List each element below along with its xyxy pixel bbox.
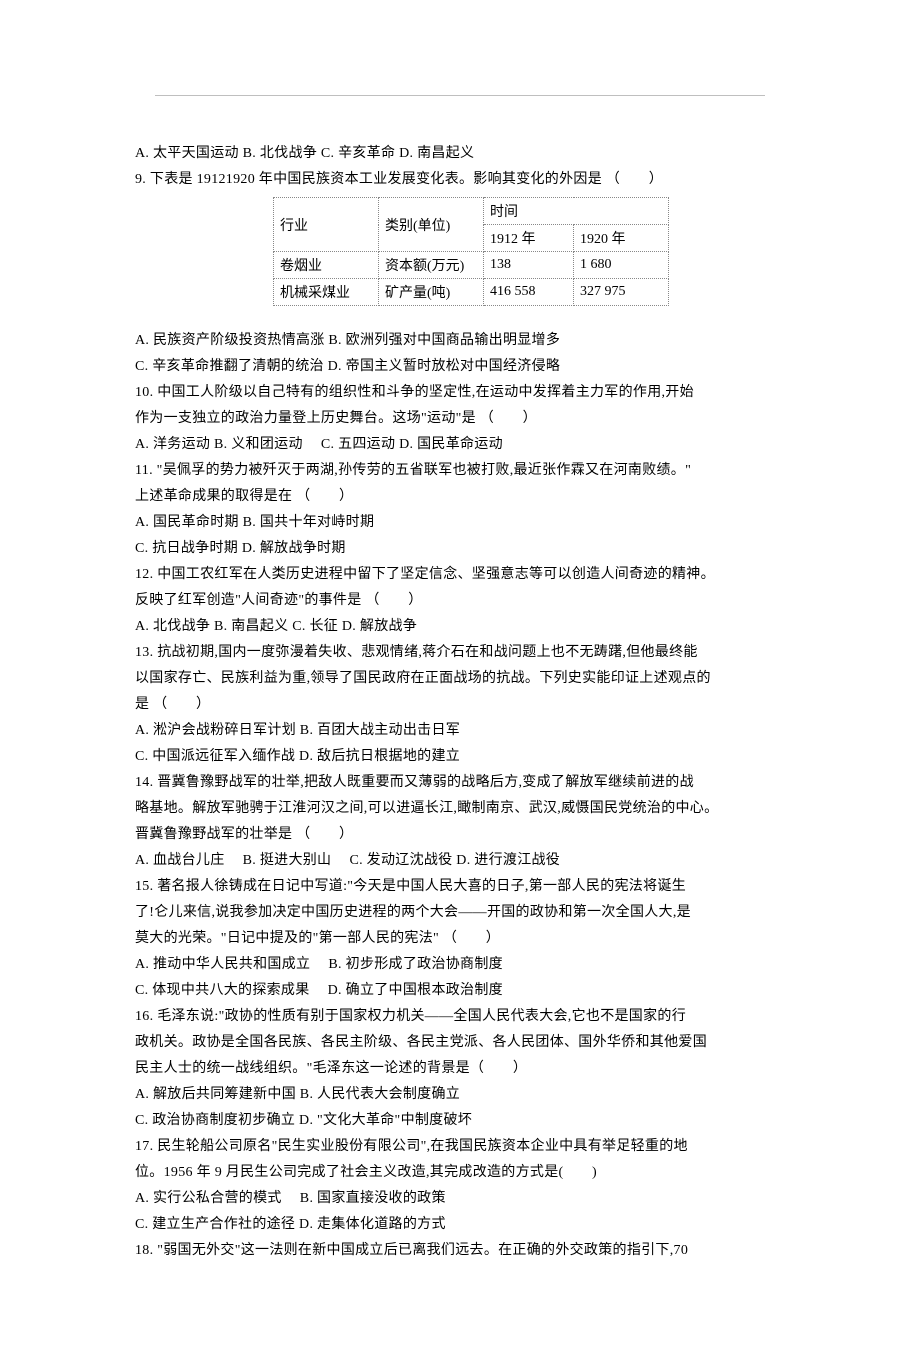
q16-line3: 民主人士的统一战线组织。"毛泽东这一论述的背景是（ ） [135,1056,785,1082]
q17-option-cd: C. 建立生产合作社的途径 D. 走集体化道路的方式 [135,1212,785,1238]
q10-line2: 作为一支独立的政治力量登上历史舞台。这场"运动"是 （ ） [135,406,785,432]
q14-line2: 略基地。解放军驰骋于江淮河汉之间,可以进逼长江,瞰制南京、武汉,威慑国民党统治的… [135,796,785,822]
q15-option-ab: A. 推动中华人民共和国成立 B. 初步形成了政治协商制度 [135,952,785,978]
q17-line1: 17. 民生轮船公司原名"民生实业股份有限公司",在我国民族资本企业中具有举足轻… [135,1134,785,1160]
q9-table: 行业 类别(单位) 时间 1912 年 1920 年 卷烟业 资本额(万元) 1… [273,197,669,306]
table-cell: 1 680 [574,252,669,279]
q13-line1: 13. 抗战初期,国内一度弥漫着失收、悲观情绪,蒋介石在和战问题上也不无踌躇,但… [135,640,785,666]
q15-option-cd: C. 体现中共八大的探索成果 D. 确立了中国根本政治制度 [135,978,785,1004]
q14-line1: 14. 晋冀鲁豫野战军的壮举,把敌人既重要而又薄弱的战略后方,变成了解放军继续前… [135,770,785,796]
q17-option-ab: A. 实行公私合营的模式 B. 国家直接没收的政策 [135,1186,785,1212]
table-row: 卷烟业 资本额(万元) 138 1 680 [274,252,669,279]
q13-line2: 以国家存亡、民族利益为重,领导了国民政府在正面战场的抗战。下列史实能印证上述观点… [135,666,785,692]
q9-stem: 9. 下表是 19121920 年中国民族资本工业发展变化表。影响其变化的外因是… [135,167,785,193]
q13-line3: 是 （ ） [135,692,785,718]
q11-line2: 上述革命成果的取得是在 （ ） [135,484,785,510]
q16-line1: 16. 毛泽东说:"政协的性质有别于国家权力机关——全国人民代表大会,它也不是国… [135,1004,785,1030]
table-header-industry: 行业 [274,198,379,252]
table-cell: 机械采煤业 [274,279,379,306]
q11-option-ab: A. 国民革命时期 B. 国共十年对峙时期 [135,510,785,536]
q16-option-cd: C. 政治协商制度初步确立 D. "文化大革命"中制度破坏 [135,1108,785,1134]
q10-options: A. 洋务运动 B. 义和团运动 C. 五四运动 D. 国民革命运动 [135,432,785,458]
q15-line1: 15. 著名报人徐铸成在日记中写道:"今天是中国人民大喜的日子,第一部人民的宪法… [135,874,785,900]
table-cell: 卷烟业 [274,252,379,279]
table-year-1920: 1920 年 [574,225,669,252]
table-row: 机械采煤业 矿产量(吨) 416 558 327 975 [274,279,669,306]
q10-line1: 10. 中国工人阶级以自己特有的组织性和斗争的坚定性,在运动中发挥着主力军的作用… [135,380,785,406]
table-cell: 327 975 [574,279,669,306]
table-row: 行业 类别(单位) 时间 [274,198,669,225]
table-year-1912: 1912 年 [484,225,574,252]
table-cell: 416 558 [484,279,574,306]
table-cell: 矿产量(吨) [379,279,484,306]
q13-option-cd: C. 中国派远征军入缅作战 D. 敌后抗日根据地的建立 [135,744,785,770]
q9-option-ab: A. 民族资产阶级投资热情高涨 B. 欧洲列强对中国商品输出明显增多 [135,328,785,354]
q9-option-cd: C. 辛亥革命推翻了清朝的统治 D. 帝国主义暂时放松对中国经济侵略 [135,354,785,380]
q12-line1: 12. 中国工农红军在人类历史进程中留下了坚定信念、坚强意志等可以创造人间奇迹的… [135,562,785,588]
q14-options: A. 血战台儿庄 B. 挺进大别山 C. 发动辽沈战役 D. 进行渡江战役 [135,848,785,874]
q15-line2: 了!仑儿来信,说我参加决定中国历史进程的两个大会——开国的政协和第一次全国人大,… [135,900,785,926]
table-header-category: 类别(单位) [379,198,484,252]
table-cell: 资本额(万元) [379,252,484,279]
q11-line1: 11. "吴佩孚的势力被歼灭于两湖,孙传劳的五省联军也被打败,最近张作霖又在河南… [135,458,785,484]
table-cell: 138 [484,252,574,279]
header-divider [155,95,765,96]
q8-options: A. 太平天国运动 B. 北伐战争 C. 辛亥革命 D. 南昌起义 [135,141,785,167]
q14-line3: 晋冀鲁豫野战军的壮举是 （ ） [135,822,785,848]
q12-line2: 反映了红军创造"人间奇迹"的事件是 （ ） [135,588,785,614]
q13-option-ab: A. 淞沪会战粉碎日军计划 B. 百团大战主动出击日军 [135,718,785,744]
q15-line3: 莫大的光荣。"日记中提及的"第一部人民的宪法" （ ） [135,926,785,952]
q18-line1: 18. "弱国无外交"这一法则在新中国成立后已离我们远去。在正确的外交政策的指引… [135,1238,785,1264]
q17-line2: 位。1956 年 9 月民生公司完成了社会主义改造,其完成改造的方式是( ) [135,1160,785,1186]
q11-option-cd: C. 抗日战争时期 D. 解放战争时期 [135,536,785,562]
q12-options: A. 北伐战争 B. 南昌起义 C. 长征 D. 解放战争 [135,614,785,640]
q16-option-ab: A. 解放后共同筹建新中国 B. 人民代表大会制度确立 [135,1082,785,1108]
q16-line2: 政机关。政协是全国各民族、各民主阶级、各民主党派、各人民团体、国外华侨和其他爱国 [135,1030,785,1056]
table-header-time: 时间 [484,198,669,225]
